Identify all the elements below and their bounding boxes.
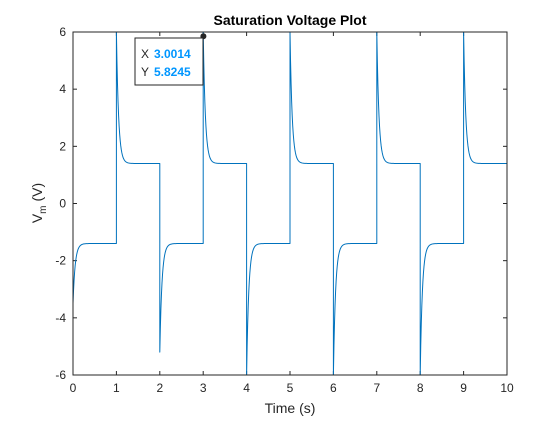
- y-axis-label-subscript: m: [38, 205, 49, 213]
- plot-box: [72, 31, 508, 376]
- y-tick-label: -2: [55, 254, 66, 268]
- y-tick-label: 0: [59, 197, 66, 211]
- datatip-y-value: 5.8245: [154, 65, 191, 79]
- x-tick-label: 8: [417, 381, 424, 395]
- x-tick-label: 2: [156, 381, 163, 395]
- datatip[interactable]: X 3.0014 Y 5.8245: [134, 33, 207, 86]
- chart-title: Saturation Voltage Plot: [214, 12, 367, 28]
- y-tick-label: 6: [59, 25, 66, 39]
- datatip-x-value: 3.0014: [154, 47, 191, 61]
- datatip-x-label: X: [141, 47, 149, 61]
- x-tick-label: 7: [373, 381, 380, 395]
- x-tick-label: 4: [243, 381, 250, 395]
- x-axis-label: Time (s): [265, 400, 316, 416]
- x-tick-label: 9: [460, 381, 467, 395]
- y-tick-label: -6: [55, 368, 66, 382]
- y-axis-label-unit: (V): [29, 183, 45, 202]
- y-axis-ticks: -6 -4 -2 0 2 4 6: [55, 25, 507, 382]
- x-tick-label: 6: [330, 381, 337, 395]
- x-tick-label: 5: [287, 381, 294, 395]
- datatip-y-label: Y: [141, 65, 149, 79]
- y-tick-label: -4: [55, 311, 66, 325]
- y-axis-label-main: V: [29, 213, 45, 223]
- datatip-box[interactable]: [134, 37, 204, 86]
- x-tick-label: 1: [113, 381, 120, 395]
- y-axis-label: Vm (V): [29, 183, 49, 223]
- svg-text:Vm(V): Vm (V): [29, 183, 49, 223]
- y-tick-label: 4: [59, 82, 66, 96]
- x-tick-label: 3: [200, 381, 207, 395]
- y-tick-label: 2: [59, 139, 66, 153]
- x-tick-label: 0: [70, 381, 77, 395]
- x-tick-label: 10: [500, 381, 514, 395]
- signal-line: [72, 31, 507, 376]
